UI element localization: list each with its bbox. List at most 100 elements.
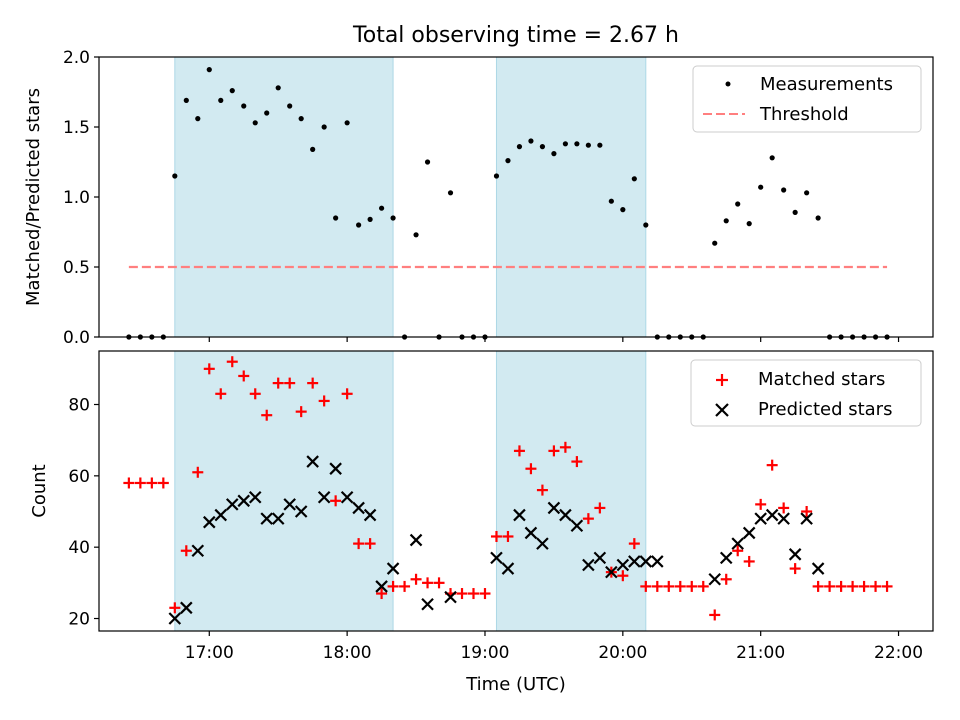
measurement-point — [275, 85, 281, 91]
measurement-point — [310, 146, 316, 152]
predicted-star-point — [628, 555, 641, 568]
predicted-star-point — [536, 537, 549, 550]
measurement-point — [378, 205, 385, 211]
measurement-point — [413, 232, 419, 238]
y-tick-label: 40 — [68, 538, 90, 558]
measurement-point — [183, 97, 189, 103]
matched-star-point — [709, 609, 721, 621]
y-tick-label: 20 — [68, 610, 90, 630]
matched-star-point — [502, 530, 514, 542]
matched-star-point — [835, 580, 847, 592]
y-tick-label: 60 — [68, 467, 90, 487]
measurement-point — [252, 120, 258, 126]
bottom-y-axis-label: Count — [29, 464, 50, 517]
matched-star-point — [628, 538, 640, 550]
measurement-point — [287, 103, 293, 109]
shaded-region — [174, 56, 394, 338]
predicted-star-point — [501, 562, 515, 575]
matched-star-point — [881, 580, 893, 592]
legend-threshold-label: Threshold — [759, 104, 849, 125]
legend-measurements-marker — [725, 81, 731, 87]
predicted-star-point — [271, 512, 285, 525]
predicted-star-point — [490, 551, 503, 565]
matched-star-point — [123, 477, 135, 489]
predicted-star-point — [444, 590, 457, 604]
predicted-star-point — [329, 462, 342, 475]
matched-star-point — [261, 409, 273, 421]
measurement-point — [344, 120, 350, 126]
matched-star-point — [766, 459, 778, 471]
predicted-star-point — [639, 555, 653, 568]
measurement-point — [539, 144, 546, 150]
legend-predicted-marker — [715, 403, 729, 417]
measurement-point — [597, 142, 603, 148]
matched-star-point — [490, 530, 502, 542]
matched-star-point — [284, 377, 296, 389]
top-panel: 0.00.51.01.52.0 Matched/Predicted stars … — [23, 48, 934, 348]
y-tick-label: 1.0 — [63, 188, 90, 208]
matched-star-point — [134, 477, 146, 489]
measurement-point — [264, 110, 270, 116]
matched-star-point — [318, 395, 330, 407]
measurement-point — [723, 218, 729, 224]
shaded-region — [495, 350, 647, 632]
predicted-star-point — [180, 601, 193, 615]
y-tick-label: 2.0 — [63, 48, 90, 68]
bottom-x-ticks: 17:00 18:00 19:00 20:00 21:00 22:00 — [185, 631, 923, 663]
matched-star-point — [617, 570, 629, 582]
matched-star-point — [479, 588, 491, 600]
matched-star-point — [353, 538, 365, 550]
matched-star-point — [720, 573, 732, 585]
legend-matched-label: Matched stars — [758, 369, 885, 390]
predicted-star-point — [570, 519, 584, 533]
measurement-point — [516, 144, 523, 150]
matched-star-point — [525, 463, 537, 475]
predicted-star-point — [742, 526, 756, 540]
x-tick-label: 21:00 — [736, 643, 785, 663]
matched-star-points — [123, 356, 893, 621]
measurement-point — [321, 124, 327, 130]
predicted-star-point — [363, 508, 377, 522]
matched-star-point — [238, 370, 250, 382]
measurement-point — [643, 222, 649, 228]
predicted-star-point — [513, 508, 526, 522]
matched-star-point — [801, 506, 813, 518]
matched-star-point — [410, 573, 422, 585]
predicted-star-point — [731, 537, 744, 550]
x-tick-label: 17:00 — [185, 643, 234, 663]
predicted-star-point — [386, 562, 400, 575]
measurement-point — [241, 103, 247, 109]
measurement-point — [815, 215, 821, 221]
x-tick-label: 20:00 — [598, 643, 647, 663]
measurement-point — [712, 240, 718, 246]
measurement-point — [172, 173, 178, 179]
x-tick-label: 22:00 — [874, 643, 923, 663]
predicted-star-point — [811, 562, 825, 575]
matched-star-point — [789, 563, 801, 575]
predicted-star-point — [317, 490, 331, 504]
measurement-point — [206, 67, 212, 73]
predicted-star-point — [616, 558, 630, 572]
predicted-star-point — [214, 508, 228, 522]
y-tick-label: 0.0 — [63, 328, 90, 348]
top-y-axis-label: Matched/Predicted stars — [23, 88, 44, 306]
y-tick-label: 1.5 — [63, 118, 90, 138]
measurement-point — [758, 184, 764, 190]
matched-star-point — [651, 580, 663, 592]
matched-star-point — [215, 388, 227, 400]
matched-star-point — [307, 377, 319, 389]
matched-star-point — [433, 577, 445, 589]
predicted-star-point — [593, 551, 607, 565]
predicted-star-point — [340, 490, 354, 504]
matched-star-point — [146, 477, 158, 489]
predicted-star-point — [191, 544, 205, 558]
matched-star-point — [272, 377, 284, 389]
matched-star-point — [376, 588, 388, 600]
measurement-point — [493, 173, 500, 179]
predicted-star-point — [605, 565, 618, 579]
measurement-point — [608, 198, 614, 204]
predicted-star-point — [421, 597, 434, 611]
matched-star-point — [456, 588, 468, 600]
predicted-star-point — [203, 515, 216, 529]
